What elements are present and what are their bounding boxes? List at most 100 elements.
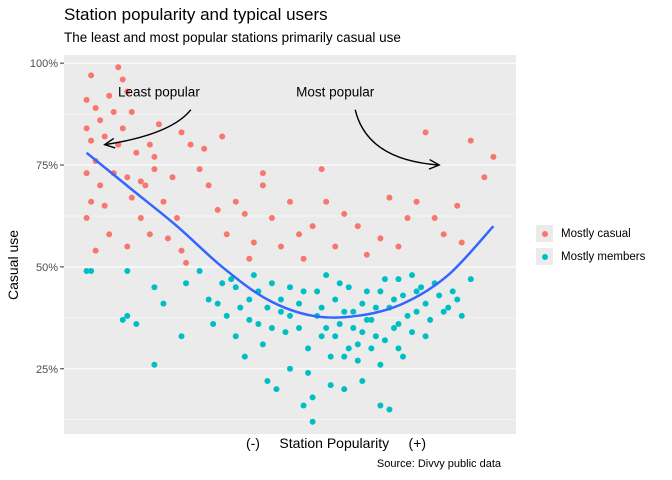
point-mostly-members [178,333,185,340]
source-caption: Source: Divvy public data [376,458,501,470]
point-mostly-casual [309,223,316,230]
point-mostly-members [327,353,334,360]
point-mostly-members [395,276,402,283]
point-mostly-casual [268,215,275,222]
point-mostly-members [287,312,293,319]
point-mostly-members [196,267,203,274]
legend: Mostly casual Mostly members [536,222,670,268]
legend-dot-members [541,253,548,260]
point-mostly-casual [137,215,144,222]
point-mostly-members [395,320,402,327]
point-mostly-casual [287,198,293,205]
annotation-arrow [104,109,192,146]
point-mostly-members [440,308,447,315]
y-tick-label: 50% [36,262,58,274]
point-mostly-casual [83,96,90,103]
point-mostly-members [124,312,131,319]
point-mostly-members [359,378,366,385]
point-mostly-casual [101,133,108,140]
point-mostly-members [377,361,384,368]
point-mostly-members [287,284,293,291]
x-axis-label: (-) Station Popularity (+) [245,435,427,451]
chart-title: Station popularity and typical users [64,5,328,24]
point-mostly-members [422,333,429,340]
point-mostly-casual [363,251,370,258]
point-mostly-members [336,280,343,287]
point-mostly-members [359,329,366,336]
point-mostly-casual [178,247,185,254]
point-mostly-members [264,304,271,311]
point-mostly-casual [422,129,429,136]
legend-dot-casual [541,230,548,237]
point-mostly-casual [92,247,99,254]
point-mostly-members [205,296,212,303]
point-mostly-members [449,288,456,295]
point-mostly-members [381,337,388,344]
point-mostly-casual [332,243,339,250]
point-mostly-members [377,402,384,409]
point-mostly-casual [124,174,131,181]
point-mostly-casual [323,198,330,205]
point-mostly-members [390,325,397,332]
point-mostly-members [277,308,284,315]
point-mostly-members [427,316,434,323]
point-mostly-casual [386,194,393,201]
point-mostly-members [309,418,316,425]
point-mostly-casual [88,72,95,79]
point-mostly-members [160,300,167,307]
point-mostly-members [309,394,316,401]
point-mostly-casual [300,255,307,262]
data-points [83,64,497,425]
point-mostly-casual [214,206,221,213]
point-mostly-members [350,308,357,315]
legend-label-members: Mostly members [561,250,646,263]
annotation-arrowhead [103,137,116,149]
point-mostly-casual [458,239,465,246]
point-mostly-casual [205,182,212,189]
point-mostly-casual [169,174,176,181]
point-mostly-members [255,320,262,327]
point-mostly-members [228,276,235,283]
point-mostly-members [368,345,375,352]
point-mostly-casual [106,231,113,238]
annotations: Least popular Most popular [103,85,441,170]
point-mostly-casual [160,198,167,205]
point-mostly-members [232,333,239,340]
legend-label-casual: Mostly casual [561,227,631,240]
annotation-arrow [354,109,440,166]
point-mostly-casual [341,210,348,217]
point-mostly-members [363,288,370,295]
point-mostly-casual [454,202,461,209]
point-mostly-casual [88,198,95,205]
point-mostly-members [287,365,293,372]
legend-key-casual [536,225,553,242]
point-mostly-members [409,329,416,336]
point-mostly-casual [219,133,226,140]
legend-item-members: Mostly members [536,245,670,268]
point-mostly-casual [128,109,135,116]
point-mostly-members [259,341,266,348]
point-mostly-casual [395,243,402,250]
point-mostly-casual [146,231,153,238]
point-mostly-members [332,296,339,303]
y-tick-label: 75% [36,160,58,172]
point-mostly-members [413,288,420,295]
point-mostly-members [395,345,402,352]
point-mostly-members [264,378,271,385]
point-mostly-members [241,353,248,360]
point-mostly-casual [431,215,438,222]
point-mostly-members [133,320,140,327]
point-mostly-members [300,288,307,295]
point-mostly-casual [110,109,117,116]
point-mostly-casual [83,125,90,132]
point-mostly-members [400,353,406,360]
point-mostly-casual [404,215,411,222]
point-mostly-members [454,296,461,303]
point-mostly-members [151,361,158,368]
point-mostly-members [296,325,303,332]
point-mostly-casual [277,243,284,250]
point-mostly-casual [124,243,131,250]
point-mostly-members [445,304,452,311]
point-mostly-members [345,345,352,352]
